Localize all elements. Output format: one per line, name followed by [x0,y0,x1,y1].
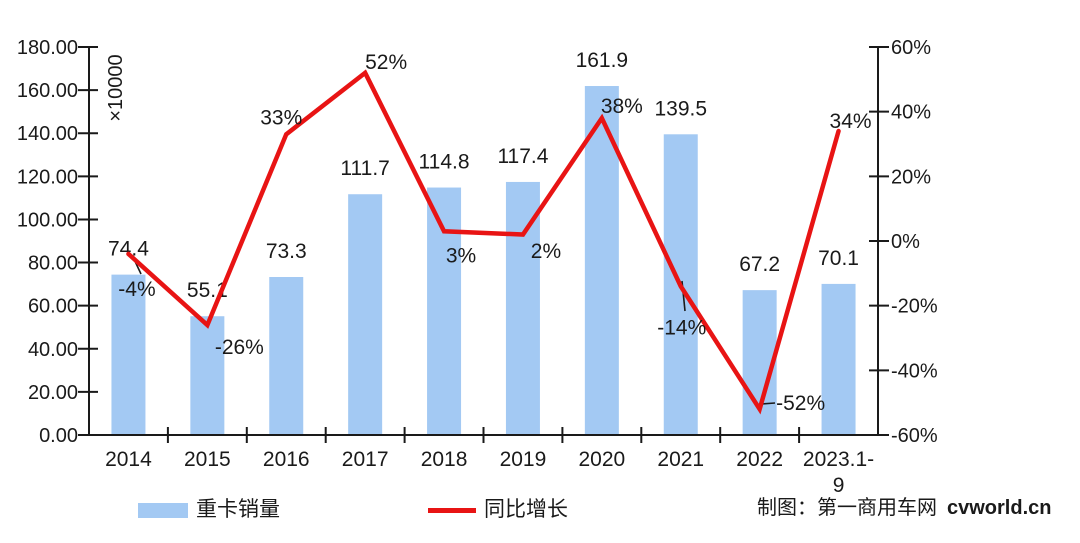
left-axis-label: 80.00 [28,253,78,275]
left-axis-label: 140.00 [17,123,78,145]
bar-value-label: 74.4 [108,238,149,261]
growth-value-label: 52% [365,51,407,74]
bar-value-label: 139.5 [654,97,707,120]
bar-value-label: 111.7 [340,157,389,180]
right-axis-label: 20% [891,166,931,188]
right-axis-label: -60% [891,425,938,447]
growth-value-label: 33% [260,106,302,129]
credit-text: 制图：第一商用车网 [757,497,937,519]
right-axis-label: 60% [891,37,931,59]
bar-2016 [269,276,304,435]
bar-2018 [427,187,462,435]
category-label: 2018 [421,448,468,471]
growth-value-label: 3% [446,244,476,267]
right-axis-label: -20% [891,296,938,318]
category-label: 2016 [263,448,310,471]
bar-2017 [348,194,383,435]
growth-value-label: 38% [601,95,643,118]
right-axis-label: 0% [891,231,920,253]
right-axis-label: -40% [891,360,938,382]
category-label: 2019 [500,448,547,471]
category-label: 2017 [342,448,389,471]
bar-value-label: 161.9 [576,49,629,72]
bar-value-label: 70.1 [818,247,859,270]
category-label: 2015 [184,448,231,471]
bar-value-label: 67.2 [739,253,780,276]
credit-line: 制图：第一商用车网 cvworld.cn [757,497,1051,519]
category-label: 2021 [657,448,704,471]
left-axis-label: 100.00 [17,209,78,231]
bar-value-label: 114.8 [419,151,470,174]
credit-site: cvworld.cn [947,497,1052,519]
growth-value-label: -14% [657,316,706,339]
left-axis-label: 120.00 [17,166,78,188]
category-label: 2022 [736,448,783,471]
bar-2019 [505,181,540,435]
left-axis-unit-label: ×10000 [105,54,127,121]
growth-value-label: -52% [776,392,825,415]
left-axis-label: 180.00 [17,37,78,59]
category-label: 2023.1- [803,448,874,471]
growth-line [126,69,841,415]
category-label: 2020 [578,448,625,471]
growth-value-label: -26% [215,336,264,359]
left-axis-label: 0.00 [39,425,78,447]
category-label: 2014 [105,448,152,471]
left-axis-label: 40.00 [28,339,78,361]
bar-2023.1- [821,283,856,435]
bar-value-label: 117.4 [497,145,548,168]
category-label: 9 [833,474,845,497]
right-axis-label: 40% [891,102,931,124]
growth-value-label: 2% [531,240,561,263]
bar-2015 [190,316,225,435]
bar-2014 [111,274,146,435]
growth-value-label: 34% [830,110,872,133]
left-axis-label: 60.00 [28,296,78,318]
left-axis-label: 160.00 [17,80,78,102]
growth-value-label: -4% [118,278,155,301]
bar-value-label: 73.3 [266,240,307,263]
left-axis-label: 20.00 [28,382,78,404]
